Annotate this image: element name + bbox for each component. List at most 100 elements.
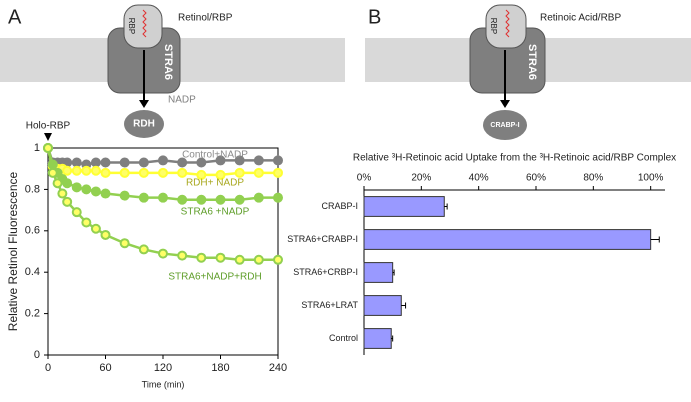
acceptor-shape [483, 110, 527, 140]
series-label: RDH+ NADP [186, 178, 244, 189]
y-tick-label: 0 [34, 349, 40, 361]
panel-letter: A [8, 6, 22, 28]
data-point [119, 167, 130, 178]
data-point [253, 254, 264, 265]
category-label: Control [329, 333, 358, 343]
x-tick-label: 60% [526, 173, 546, 184]
data-point [52, 178, 63, 189]
x-tick-label: 100% [638, 173, 664, 184]
data-point [215, 194, 226, 205]
data-point [196, 157, 207, 168]
data-point [215, 155, 226, 166]
data-point [71, 165, 82, 176]
retinoic-acid-squiggle [505, 9, 510, 38]
data-point [234, 194, 245, 205]
y-tick-label: 0.6 [25, 225, 40, 237]
error-bar [650, 236, 660, 243]
data-point [81, 165, 92, 176]
series-label: STRA6+NADP+RDH [168, 272, 261, 283]
data-point [100, 188, 111, 199]
data-point [81, 184, 92, 195]
data-point [273, 155, 283, 166]
data-point [177, 250, 188, 261]
category-label: STRA6+LRAT [301, 300, 358, 310]
complex-label: Retinoic Acid/RBP [540, 13, 621, 24]
data-point [177, 157, 188, 168]
data-point [234, 155, 245, 166]
data-point [234, 254, 245, 265]
data-point [100, 167, 111, 178]
data-point [90, 157, 101, 168]
data-point [215, 252, 226, 263]
error-bar [444, 203, 448, 210]
data-point [71, 182, 82, 193]
error-bar [392, 269, 395, 276]
data-point [100, 157, 111, 168]
data-point [138, 167, 149, 178]
data-point [273, 254, 283, 265]
data-point [43, 143, 53, 153]
chart-title: Relative ³H-Retinoic acid Uptake from th… [353, 153, 676, 164]
y-axis-label: Relative Retinol Fluorescence [6, 171, 20, 331]
series-label: STRA6 +NADP [181, 207, 250, 218]
data-point [47, 167, 58, 178]
y-tick-label: 0.8 [25, 183, 40, 195]
x-axis-label: Time (min) [142, 379, 185, 389]
category-label: STRA6+CRBP-I [293, 267, 358, 277]
annotation: Holo-RBP [26, 121, 71, 132]
series-label: Control+NADP [182, 150, 248, 161]
receptor-label: STRA6 [526, 44, 538, 80]
bar [363, 262, 394, 283]
error-bar [391, 335, 394, 342]
y-tick-label: 0.4 [25, 266, 40, 278]
x-tick-label: 240 [269, 362, 287, 374]
data-point [215, 169, 226, 180]
data-point [62, 196, 73, 207]
y-tick-label: 0.2 [25, 308, 40, 320]
bar [363, 229, 652, 250]
x-tick-label: 60 [99, 362, 111, 374]
arrow-head [500, 100, 510, 108]
data-point [119, 238, 130, 249]
y-tick-label: 1 [34, 142, 40, 154]
data-point [90, 223, 101, 234]
data-point [253, 167, 264, 178]
data-point [253, 192, 264, 203]
rbp-label: RBP [489, 18, 498, 34]
data-point [62, 178, 73, 189]
error-bar [401, 302, 407, 309]
retinol-squiggle [142, 9, 147, 38]
rbp-shape [123, 4, 163, 49]
x-tick-label: 0 [45, 362, 51, 374]
data-point [196, 169, 207, 180]
rbp-shape [485, 4, 527, 49]
cofactor-label: NADP [168, 95, 196, 106]
data-point [90, 186, 101, 197]
data-point [273, 167, 283, 178]
data-point [119, 190, 130, 201]
rbp-label: RBP [127, 18, 136, 34]
data-point [196, 252, 207, 263]
data-point [62, 165, 73, 176]
data-point [158, 248, 168, 259]
x-tick-label: 0% [357, 173, 372, 184]
data-point [57, 188, 68, 199]
enzyme-shape [124, 110, 164, 138]
bar [363, 328, 392, 349]
category-label: CRABP-I [321, 201, 358, 211]
data-point [90, 165, 101, 176]
data-point [138, 157, 149, 168]
x-tick-label: 20% [411, 173, 431, 184]
data-point [119, 157, 130, 168]
receptor-label: STRA6 [162, 44, 174, 80]
data-point [177, 194, 188, 205]
data-point [81, 217, 92, 228]
data-point [71, 157, 82, 168]
diagram-a: A Retinol/RBP RBP STRA6 NADP RDH [0, 4, 345, 138]
category-label: STRA6+CRABP-I [287, 234, 358, 244]
data-point [196, 194, 207, 205]
data-point [234, 167, 245, 178]
data-point [158, 192, 168, 203]
data-point [138, 244, 149, 255]
